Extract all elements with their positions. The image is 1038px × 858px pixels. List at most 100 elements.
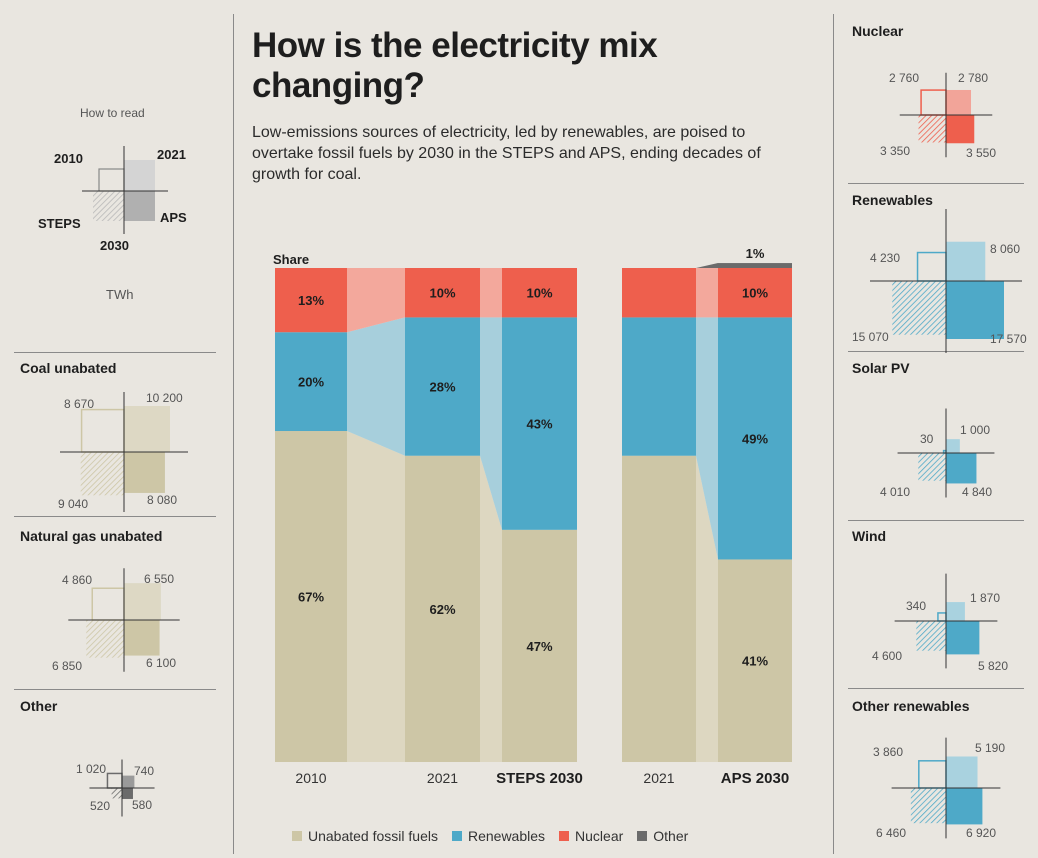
panel-title: Natural gas unabated bbox=[20, 528, 163, 544]
data-label: 13% bbox=[298, 293, 324, 308]
value-aps: 580 bbox=[132, 798, 153, 812]
quadrant-steps bbox=[80, 452, 124, 496]
quadrant-2021 bbox=[122, 775, 135, 788]
legend-label: Renewables bbox=[467, 828, 546, 844]
how-to-read-2030: 2030 bbox=[100, 238, 129, 253]
quadrant-steps bbox=[910, 788, 946, 824]
quadrant-2021 bbox=[946, 756, 978, 788]
panel-title: Solar PV bbox=[852, 360, 910, 376]
value-aps: 8 080 bbox=[147, 493, 178, 507]
quadrant-steps bbox=[918, 453, 946, 481]
panel-title: Renewables bbox=[852, 192, 933, 208]
legend-swatch-fossil bbox=[292, 831, 302, 841]
data-label: 62% bbox=[429, 602, 455, 617]
category-label: APS 2030 bbox=[721, 770, 789, 787]
data-label: 47% bbox=[526, 639, 552, 654]
quadrant-aps bbox=[946, 788, 983, 825]
value-2021: 6 550 bbox=[144, 572, 175, 586]
right-separator bbox=[848, 520, 1024, 521]
value-2010: 30 bbox=[920, 432, 934, 446]
data-label: 41% bbox=[742, 654, 768, 669]
value-2021: 1 000 bbox=[960, 423, 991, 437]
data-label: 10% bbox=[742, 286, 768, 301]
flow-nuclear bbox=[347, 268, 405, 333]
quadrant-steps bbox=[916, 621, 946, 651]
data-label: 28% bbox=[429, 380, 455, 395]
legend-item-renewables: Renewables bbox=[451, 828, 546, 844]
value-2010: 4 230 bbox=[870, 251, 901, 265]
legend-item-nuclear: Nuclear bbox=[559, 828, 623, 844]
right-separator bbox=[848, 183, 1024, 184]
flow-nuclear bbox=[696, 268, 718, 318]
panel-title: Other renewables bbox=[852, 698, 970, 714]
value-steps: 6 460 bbox=[876, 826, 907, 840]
how-to-read-steps: STEPS bbox=[38, 216, 81, 231]
bar-segment-other bbox=[718, 263, 792, 268]
quadrant-aps bbox=[946, 281, 1004, 339]
quadrant-steps bbox=[86, 620, 124, 658]
quadrant-aps bbox=[124, 452, 165, 493]
panel-title: Other bbox=[20, 698, 58, 714]
data-label: 10% bbox=[526, 286, 552, 301]
value-steps: 520 bbox=[90, 799, 111, 813]
legend-item-other: Other bbox=[637, 828, 688, 844]
quadrant-steps bbox=[918, 115, 946, 143]
right-divider bbox=[833, 14, 834, 854]
value-aps: 6 920 bbox=[966, 826, 997, 840]
value-aps: 17 570 bbox=[990, 332, 1027, 346]
how-to-read-unit: TWh bbox=[106, 287, 134, 302]
right-separator bbox=[848, 688, 1024, 689]
value-2010: 3 860 bbox=[873, 745, 904, 759]
panel-title: Coal unabated bbox=[20, 360, 117, 376]
panel-title: Wind bbox=[852, 528, 887, 544]
category-label: 2010 bbox=[295, 770, 326, 786]
value-2010: 4 860 bbox=[62, 573, 93, 587]
flow-renewables bbox=[480, 317, 502, 530]
quadrant-aps bbox=[946, 115, 975, 144]
how-to-read-2010: 2010 bbox=[54, 151, 83, 166]
left-separator bbox=[14, 689, 216, 690]
value-aps: 4 840 bbox=[962, 485, 993, 499]
quadrant-steps bbox=[892, 281, 946, 335]
value-steps: 6 850 bbox=[52, 659, 83, 673]
how-to-read-2021: 2021 bbox=[157, 147, 186, 162]
value-steps: 4 010 bbox=[880, 485, 911, 499]
value-steps: 4 600 bbox=[872, 649, 903, 663]
bar-segment-fossil bbox=[622, 455, 696, 762]
bar-segment-nuclear bbox=[405, 268, 480, 318]
page-title: How is the electricity mix changing? bbox=[252, 26, 658, 105]
value-2010: 1 020 bbox=[76, 762, 107, 776]
legend-swatch-renewables bbox=[451, 831, 462, 841]
how-to-read-steps-box bbox=[93, 191, 124, 221]
flow-nuclear bbox=[480, 268, 502, 318]
category-label: 2021 bbox=[427, 770, 458, 786]
quadrant-2021 bbox=[124, 406, 170, 452]
bar-segment-fossil bbox=[405, 455, 480, 762]
legend-swatch-nuclear bbox=[559, 831, 570, 841]
quadrant-aps bbox=[946, 621, 980, 655]
quadrant-aps bbox=[946, 453, 977, 484]
data-label: 10% bbox=[429, 286, 455, 301]
legend-swatch-other bbox=[637, 831, 648, 841]
panel-diagram bbox=[89, 759, 155, 817]
bar-segment-nuclear bbox=[275, 268, 347, 333]
value-2021: 8 060 bbox=[990, 242, 1021, 256]
quadrant-steps bbox=[111, 788, 122, 799]
data-label: 43% bbox=[526, 417, 552, 432]
quadrant-2021 bbox=[946, 89, 972, 115]
quadrant-aps bbox=[122, 788, 133, 799]
value-2021: 1 870 bbox=[970, 591, 1001, 605]
how-to-read-aps: APS bbox=[160, 210, 187, 225]
value-steps: 9 040 bbox=[58, 497, 89, 511]
right-separator bbox=[848, 351, 1024, 352]
value-steps: 3 350 bbox=[880, 144, 911, 158]
how-to-read-diagram bbox=[82, 146, 168, 234]
bar-segment-renewables bbox=[622, 317, 696, 456]
value-2010: 8 670 bbox=[64, 397, 95, 411]
